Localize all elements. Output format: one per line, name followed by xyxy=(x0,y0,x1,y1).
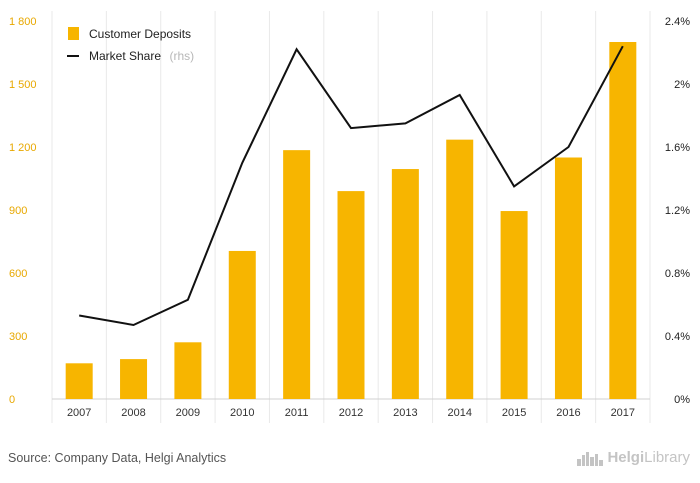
brand-name-suffix: Library xyxy=(644,449,690,466)
bar xyxy=(554,157,582,399)
city-skyline-icon xyxy=(577,451,604,466)
y-left-tick-label: 0 xyxy=(9,394,15,406)
bar xyxy=(337,191,365,399)
x-tick-label: 2014 xyxy=(447,407,471,419)
bar xyxy=(228,250,256,399)
x-tick-label: 2013 xyxy=(393,407,417,419)
market-share-line xyxy=(79,45,624,327)
x-tick-label: 2011 xyxy=(285,407,309,419)
bar xyxy=(391,169,419,399)
legend-swatch-deposits xyxy=(68,27,79,40)
y-right-tick-label: 2.4% xyxy=(665,16,690,28)
y-right-tick-label: 2% xyxy=(674,79,690,91)
y-right-tick-label: 1.2% xyxy=(665,205,690,217)
bar xyxy=(446,139,474,399)
y-right-tick-label: 0.8% xyxy=(665,268,690,280)
y-axis-left: 0 300 600 900 1 200 1 500 1 800 xyxy=(9,16,37,406)
bar-series xyxy=(65,42,637,399)
legend-label-deposits: Customer Deposits xyxy=(89,27,191,41)
legend-label-market-share: Market Share (rhs) xyxy=(89,47,194,64)
legend: Customer Deposits Market Share (rhs) xyxy=(67,27,194,64)
bar xyxy=(500,211,528,399)
bar xyxy=(609,42,637,399)
x-tick-label: 2010 xyxy=(230,407,254,419)
brand-name-main: Helgi xyxy=(607,449,645,466)
y-axis-right: 0% 0.4% 0.8% 1.2% 1.6% 2% 2.4% xyxy=(665,16,690,406)
x-tick-label: 2015 xyxy=(502,407,526,419)
y-left-tick-label: 300 xyxy=(9,331,27,343)
x-tick-label: 2017 xyxy=(611,407,635,419)
y-right-tick-label: 0.4% xyxy=(665,331,690,343)
y-left-tick-label: 900 xyxy=(9,205,27,217)
bar xyxy=(120,359,148,399)
x-tick-label: 2007 xyxy=(67,407,91,419)
y-left-tick-label: 1 200 xyxy=(9,142,37,154)
y-left-tick-label: 1 800 xyxy=(9,16,37,28)
y-left-tick-label: 1 500 xyxy=(9,79,37,91)
x-tick-label: 2012 xyxy=(339,407,363,419)
x-axis: 2007 2008 2009 2010 2011 2012 2013 2014 2015 2016… xyxy=(67,407,635,419)
bar xyxy=(65,363,93,399)
y-right-tick-label: 1.6% xyxy=(665,142,690,154)
y-right-tick-label: 0% xyxy=(674,394,690,406)
x-tick-label: 2008 xyxy=(121,407,145,419)
legend-label-rhs: (rhs) xyxy=(169,49,194,63)
brand-name: HelgiLibrary xyxy=(607,449,690,466)
source-note: Source: Company Data, Helgi Analytics xyxy=(8,451,227,465)
x-tick-label: 2016 xyxy=(556,407,580,419)
x-tick-label: 2009 xyxy=(176,407,200,419)
y-left-tick-label: 600 xyxy=(9,268,27,280)
brand-logo: HelgiLibrary xyxy=(577,449,690,466)
bar xyxy=(174,342,202,399)
bar xyxy=(283,150,311,399)
legend-label-market-share-name: Market Share xyxy=(89,49,161,63)
